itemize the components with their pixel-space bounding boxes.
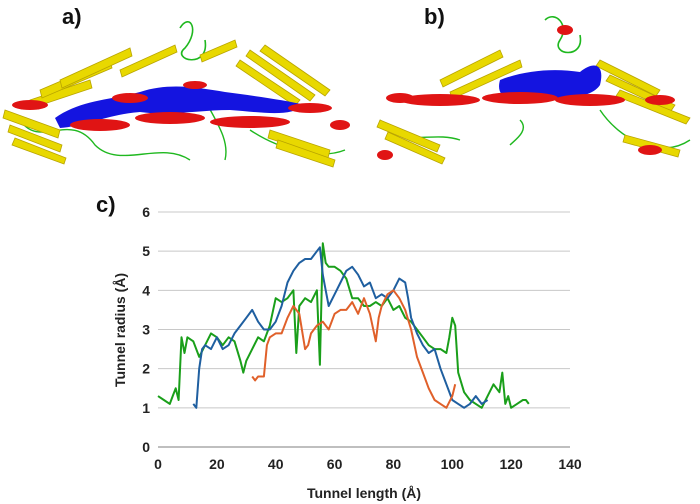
y-tick-label: 6 <box>142 204 150 220</box>
x-tick-label: 20 <box>209 456 225 472</box>
x-tick-label: 120 <box>499 456 523 472</box>
y-tick-label: 1 <box>142 400 150 416</box>
panel-label-a: a) <box>62 4 82 29</box>
y-tick-label: 0 <box>142 439 150 455</box>
x-tick-label: 80 <box>386 456 402 472</box>
panel-label-c: c) <box>96 192 116 217</box>
series-line-1 <box>157 242 530 409</box>
x-tick-label: 100 <box>441 456 465 472</box>
x-tick-label: 0 <box>154 456 162 472</box>
x-tick-label: 140 <box>558 456 582 472</box>
panel-label-b: b) <box>424 4 445 29</box>
chart-series-group <box>157 242 530 409</box>
chart-gridlines <box>158 211 570 409</box>
y-tick-label: 4 <box>142 282 150 298</box>
series-line-2 <box>192 246 489 409</box>
protein-structure-a <box>2 21 350 168</box>
protein-structure-b <box>376 16 691 165</box>
x-tick-label: 40 <box>268 456 284 472</box>
x-axis-title: Tunnel length (Å) <box>307 485 421 501</box>
series-line-3 <box>251 289 457 409</box>
y-axis-title: Tunnel radius (Å) <box>112 273 128 387</box>
x-tick-label: 60 <box>327 456 343 472</box>
y-tick-label: 3 <box>142 322 150 338</box>
y-tick-label: 5 <box>142 243 150 259</box>
y-tick-label: 2 <box>142 361 150 377</box>
